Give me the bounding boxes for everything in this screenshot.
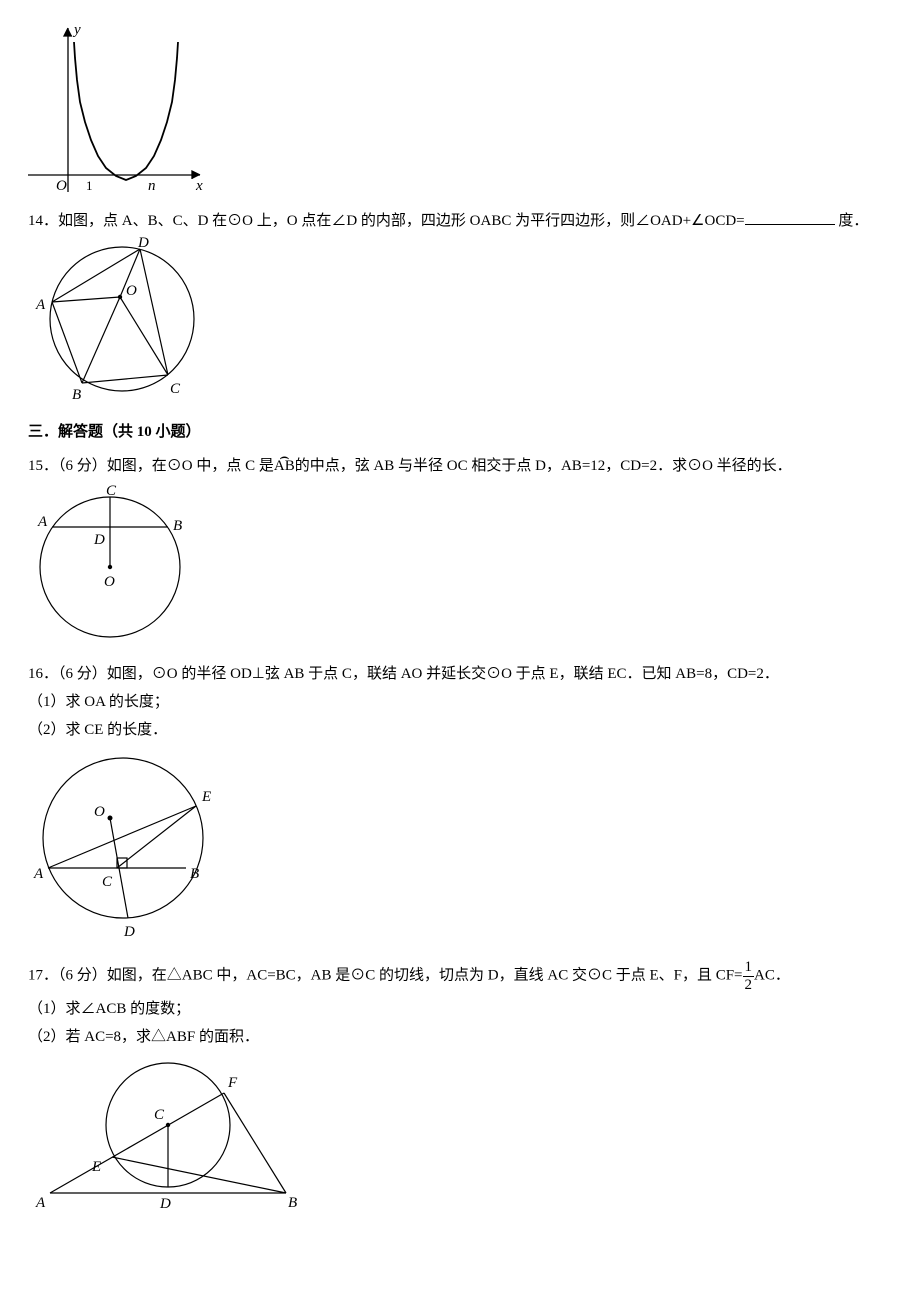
problem-17: 17．（6 分）如图，在△ABC 中，AC=BC，AB 是⊙C 的切线，切点为 …	[28, 959, 892, 1213]
label-D: D	[123, 924, 135, 940]
q14-number: 14	[28, 213, 43, 229]
label-D: D	[93, 532, 105, 548]
label-C: C	[154, 1107, 165, 1123]
problem-16: 16．（6 分）如图，⊙O 的半径 OD⊥弦 AB 于点 C，联结 AO 并延长…	[28, 662, 892, 941]
frac-num: 1	[743, 959, 755, 977]
problem-17-sub1: （1）求∠ACB 的度数；	[28, 997, 892, 1021]
origin-label: O	[56, 178, 67, 194]
q14-text-after: 度．	[838, 213, 868, 229]
label-B: B	[72, 387, 81, 402]
q17-number: 17	[28, 967, 43, 983]
label-D: D	[159, 1196, 171, 1212]
figure-circle-14: D A B C O	[28, 237, 892, 402]
x-axis-label: x	[195, 178, 203, 194]
label-A: A	[35, 297, 46, 313]
q17-text-a: 如图，在△ABC 中，AC=BC，AB 是⊙C 的切线，切点为 D，直线 AC …	[107, 967, 743, 983]
answer-blank	[745, 210, 835, 225]
figure-circle-16: A B C D E O	[28, 746, 892, 941]
center-dot	[166, 1123, 170, 1127]
problem-15: 15．（6 分）如图，在⊙O 中，点 C 是AB的中点，弦 AB 与半径 OC …	[28, 454, 892, 644]
center-dot	[108, 565, 112, 569]
center-dot	[118, 295, 122, 299]
figure-circle-15: A B C D O	[28, 482, 892, 644]
q17-points: （6 分）	[58, 967, 107, 983]
problem-17-text: 17．（6 分）如图，在△ABC 中，AC=BC，AB 是⊙C 的切线，切点为 …	[28, 959, 892, 993]
q16-number: 16	[28, 666, 43, 682]
label-O: O	[94, 804, 105, 820]
problem-14: 14．如图，点 A、B、C、D 在⊙O 上，O 点在∠D 的内部，四边形 OAB…	[28, 209, 892, 402]
label-E: E	[91, 1159, 101, 1175]
section-3-header: 三．解答题（共 10 小题）	[28, 420, 892, 444]
label-A: A	[33, 866, 44, 882]
q16-main: 如图，⊙O 的半径 OD⊥弦 AB 于点 C，联结 AO 并延长交⊙O 于点 E…	[107, 666, 779, 682]
problem-15-text: 15．（6 分）如图，在⊙O 中，点 C 是AB的中点，弦 AB 与半径 OC …	[28, 454, 892, 478]
label-C: C	[106, 483, 117, 499]
label-F: F	[227, 1075, 238, 1091]
parabola-svg: O 1 n x y	[28, 20, 208, 205]
label-B: B	[288, 1195, 297, 1211]
arc-AB: AB	[274, 454, 295, 478]
q17-text-b: AC．	[754, 967, 790, 983]
q14-text-before: ．如图，点 A、B、C、D 在⊙O 上，O 点在∠D 的内部，四边形 OABC …	[43, 213, 745, 229]
label-A: A	[35, 1195, 46, 1211]
q15-points: （6 分）	[58, 458, 107, 474]
q16-points: （6 分）	[58, 666, 107, 682]
fraction-half: 12	[743, 959, 755, 993]
q15-number: 15	[28, 458, 43, 474]
q15-text-b: 的中点，弦 AB 与半径 OC 相交于点 D，AB=12，CD=2．求⊙O 半径…	[295, 458, 792, 474]
label-A: A	[37, 514, 48, 530]
problem-16-sub1: （1）求 OA 的长度；	[28, 690, 892, 714]
figure-circle-17: A B C D E F	[28, 1053, 892, 1213]
frac-den: 2	[743, 977, 755, 994]
figure-parabola: O 1 n x y	[28, 20, 892, 205]
problem-14-text: 14．如图，点 A、B、C、D 在⊙O 上，O 点在∠D 的内部，四边形 OAB…	[28, 209, 892, 233]
label-B: B	[173, 518, 182, 534]
q15-text-a: 如图，在⊙O 中，点 C 是	[107, 458, 274, 474]
problem-16-sub2: （2）求 CE 的长度．	[28, 718, 892, 742]
tick-n: n	[148, 178, 156, 194]
label-D: D	[137, 237, 149, 251]
label-O: O	[104, 574, 115, 590]
label-O: O	[126, 283, 137, 299]
label-C: C	[170, 381, 181, 397]
label-B: B	[190, 866, 199, 882]
center-dot	[108, 816, 113, 821]
problem-17-sub2: （2）若 AC=8，求△ABF 的面积．	[28, 1025, 892, 1049]
tick-1: 1	[86, 178, 93, 193]
y-axis-label: y	[72, 22, 81, 38]
problem-16-text: 16．（6 分）如图，⊙O 的半径 OD⊥弦 AB 于点 C，联结 AO 并延长…	[28, 662, 892, 686]
label-C: C	[102, 874, 113, 890]
label-E: E	[201, 789, 211, 805]
